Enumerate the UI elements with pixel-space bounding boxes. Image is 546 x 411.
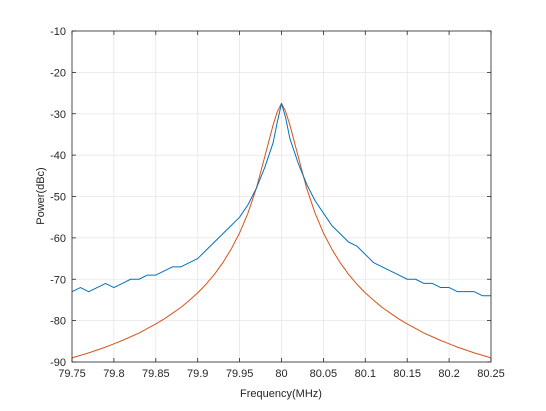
y-tick-label: -60 xyxy=(50,233,66,245)
y-tick-label: -40 xyxy=(50,150,66,162)
y-tick-label: -50 xyxy=(50,192,66,204)
y-tick-label: -10 xyxy=(50,26,66,38)
y-tick-label: -20 xyxy=(50,67,66,79)
series-layer xyxy=(71,102,492,359)
x-tick-label: 80.2 xyxy=(438,368,459,380)
y-tick-label: -70 xyxy=(50,274,66,286)
y-tick-label: -30 xyxy=(50,109,66,121)
x-tick-label: 79.85 xyxy=(142,368,170,380)
y-tick-label: -90 xyxy=(50,357,66,369)
x-tick-label: 79.95 xyxy=(226,368,254,380)
series-line-measured xyxy=(71,102,491,297)
x-tick-label: 79.9 xyxy=(187,368,208,380)
y-tick-label: -80 xyxy=(50,316,66,328)
x-axis-label: Frequency(MHz) xyxy=(240,388,322,400)
x-tick-label: 80.05 xyxy=(310,368,338,380)
y-axis-label: Power(dBc) xyxy=(35,167,47,224)
x-tick-label: 80 xyxy=(275,368,287,380)
x-tick-label: 80.15 xyxy=(393,368,421,380)
x-tick-label: 80.25 xyxy=(477,368,505,380)
x-tick-label: 80.1 xyxy=(355,368,376,380)
tick-labels: 79.75 79.8 79.85 79.9 79.95 80 80.05 80.1 80.15 8… xyxy=(50,26,505,380)
x-tick-label: 79.8 xyxy=(103,368,124,380)
ticks xyxy=(71,30,492,363)
x-tick-label: 79.75 xyxy=(58,368,86,380)
